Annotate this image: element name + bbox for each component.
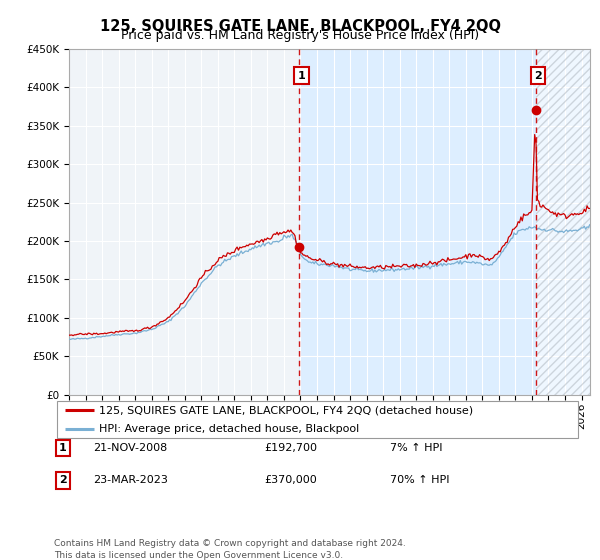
Text: 2: 2 (59, 475, 67, 486)
Text: 125, SQUIRES GATE LANE, BLACKPOOL, FY4 2QQ: 125, SQUIRES GATE LANE, BLACKPOOL, FY4 2… (100, 19, 500, 34)
Text: 125, SQUIRES GATE LANE, BLACKPOOL, FY4 2QQ (detached house): 125, SQUIRES GATE LANE, BLACKPOOL, FY4 2… (99, 405, 473, 415)
Text: 1: 1 (59, 443, 67, 453)
Text: 2: 2 (534, 71, 542, 81)
Text: 21-NOV-2008: 21-NOV-2008 (93, 443, 167, 453)
Text: Contains HM Land Registry data © Crown copyright and database right 2024.
This d: Contains HM Land Registry data © Crown c… (54, 539, 406, 559)
Bar (299, 49, 590, 395)
Text: HPI: Average price, detached house, Blackpool: HPI: Average price, detached house, Blac… (99, 424, 359, 433)
Text: £192,700: £192,700 (264, 443, 317, 453)
Bar (536, 49, 590, 395)
Text: 1: 1 (298, 71, 305, 81)
FancyBboxPatch shape (56, 402, 578, 437)
Text: £370,000: £370,000 (264, 475, 317, 486)
Text: Price paid vs. HM Land Registry's House Price Index (HPI): Price paid vs. HM Land Registry's House … (121, 29, 479, 42)
Text: 70% ↑ HPI: 70% ↑ HPI (390, 475, 449, 486)
Text: 7% ↑ HPI: 7% ↑ HPI (390, 443, 443, 453)
Text: 23-MAR-2023: 23-MAR-2023 (93, 475, 168, 486)
